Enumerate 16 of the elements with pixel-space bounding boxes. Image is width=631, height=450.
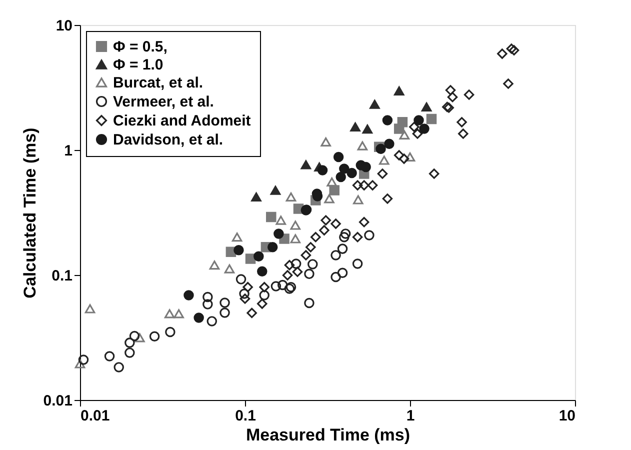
y-tick-label: 0.1 xyxy=(52,268,72,284)
x-tick-label: 1 xyxy=(406,408,415,424)
x-tick-label: 10 xyxy=(558,408,576,424)
legend-label: Burcat, et al. xyxy=(113,74,204,92)
y-tick-label: 1 xyxy=(64,142,72,160)
legend-label: Φ = 1.0 xyxy=(113,56,164,74)
y-tick-label: 0.01 xyxy=(43,392,72,410)
legend-label: Ciezki and Adomeit xyxy=(113,112,251,130)
x-tick-label: 0.1 xyxy=(235,408,256,424)
legend-label: Davidson, et al. xyxy=(113,132,224,148)
legend-label: Φ = 0.5, xyxy=(113,38,168,56)
y-tick-label: 10 xyxy=(56,18,72,34)
legend-label: Vermeer, et al. xyxy=(113,94,214,110)
x-axis-title: Measured Time (ms) xyxy=(246,426,410,444)
x-tick-label: 0.01 xyxy=(80,408,110,424)
y-axis-title: Calculated Time (ms) xyxy=(20,128,40,298)
